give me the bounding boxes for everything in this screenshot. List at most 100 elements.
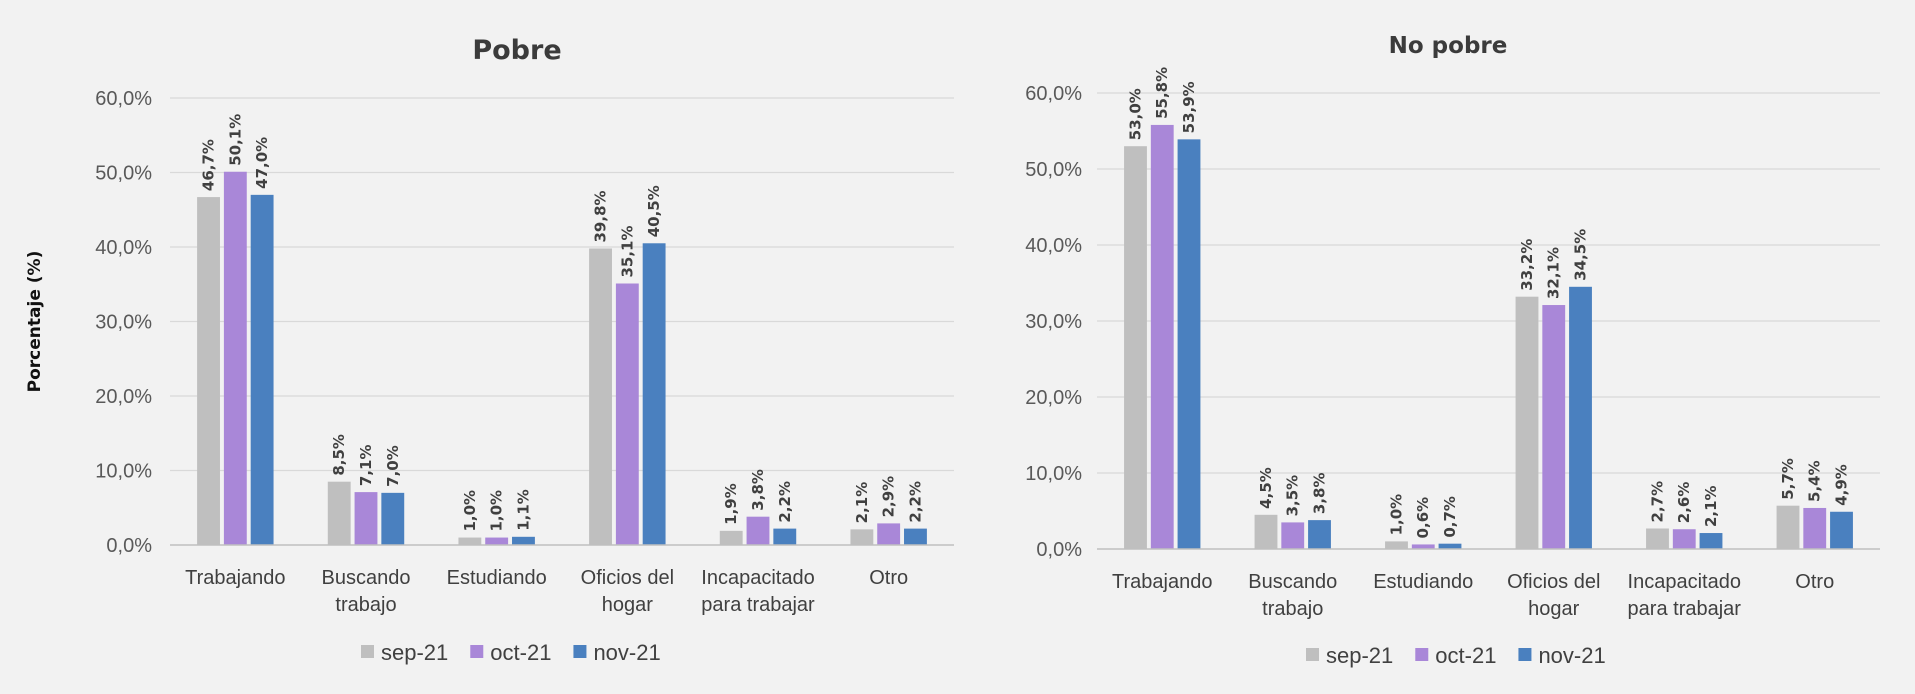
bar	[1646, 528, 1669, 549]
y-axis-label: Porcentaje (%)	[25, 251, 45, 393]
bar	[1385, 541, 1408, 549]
bar	[381, 492, 405, 545]
data-label: 53,9%	[1180, 81, 1198, 133]
data-label: 1,0%	[1387, 494, 1405, 536]
legend: sep-21 oct-21 nov-21	[1306, 643, 1606, 668]
bar	[904, 528, 927, 545]
bar	[1803, 507, 1827, 549]
data-label: 33,2%	[1518, 239, 1536, 291]
data-label: 3,5%	[1284, 475, 1302, 517]
data-label: 0,6%	[1414, 497, 1432, 539]
bar	[589, 248, 612, 546]
y-tick-label: 60,0%	[95, 88, 152, 110]
bar	[1411, 544, 1435, 549]
data-label: 2,1%	[853, 482, 871, 524]
x-tick-label: Buscando	[1248, 571, 1337, 593]
y-tick-label: 30,0%	[95, 312, 152, 334]
legend-entry: sep-21	[381, 640, 448, 665]
data-label: 0,7%	[1441, 496, 1459, 538]
x-tick-label: Incapacitado	[1628, 571, 1741, 593]
x-tick-label: Otro	[1795, 571, 1834, 593]
data-label: 47,0%	[253, 137, 271, 189]
data-label: 8,5%	[330, 434, 348, 476]
data-label: 2,7%	[1648, 481, 1666, 523]
data-label: 4,5%	[1257, 467, 1275, 509]
data-label: 3,8%	[749, 469, 767, 511]
y-tick-label: 0,0%	[106, 535, 152, 557]
bar	[1308, 520, 1331, 549]
bar	[197, 197, 220, 545]
bar	[1150, 124, 1174, 550]
bar	[1776, 505, 1800, 549]
x-tick-label: trabajo	[1262, 598, 1323, 620]
legend-swatch	[1306, 648, 1319, 661]
bar	[773, 528, 797, 545]
legend: sep-21 oct-21 nov-21	[361, 640, 661, 665]
data-label: 5,4%	[1806, 460, 1824, 502]
x-tick-label: Buscando	[322, 567, 411, 589]
data-label: 34,5%	[1572, 229, 1590, 281]
x-tick-label: Estudiando	[1373, 571, 1473, 593]
bar	[250, 194, 274, 545]
legend-entry: nov-21	[1538, 643, 1605, 668]
x-tick-label: para trabajar	[701, 594, 815, 616]
legend-swatch	[470, 645, 484, 658]
data-label: 1,1%	[514, 489, 532, 531]
data-label: 3,8%	[1311, 473, 1329, 515]
bar	[1281, 522, 1305, 549]
bar	[1569, 286, 1592, 549]
x-tick-label: Otro	[869, 567, 908, 589]
legend-entry: sep-21	[1326, 643, 1393, 668]
legend-swatch	[1415, 648, 1429, 661]
data-label: 2,1%	[1702, 485, 1720, 527]
bar	[719, 530, 743, 545]
y-tick-label: 10,0%	[95, 461, 152, 483]
bar	[223, 171, 247, 545]
data-label: 2,2%	[906, 481, 924, 523]
bar	[1177, 139, 1201, 550]
legend-swatch	[573, 645, 587, 658]
y-tick-label: 10,0%	[1025, 463, 1082, 485]
x-tick-label: hogar	[602, 594, 653, 616]
data-label: 2,9%	[880, 476, 898, 518]
bar	[485, 537, 509, 545]
x-tick-label: Incapacitado	[701, 567, 814, 589]
chart-no-pobre: No pobre 0,0% 10,0% 20,0% 30,0% 40,0% 50,0% 60,…	[1025, 33, 1880, 668]
y-tick-label: 40,0%	[1025, 235, 1082, 257]
x-tick-label: para trabajar	[1628, 598, 1742, 620]
bar	[1830, 511, 1853, 549]
bar	[1699, 533, 1723, 549]
y-tick-label: 20,0%	[1025, 387, 1082, 409]
data-label: 7,0%	[384, 445, 402, 487]
data-label: 2,6%	[1675, 482, 1693, 524]
bar	[354, 492, 378, 545]
y-tick-label: 50,0%	[95, 163, 152, 185]
bar	[877, 523, 901, 545]
chart-pobre: Pobre Porcentaje (%) 0,0% 10,0% 20,0% 30,0% 40…	[25, 35, 954, 665]
y-tick-label: 20,0%	[95, 386, 152, 408]
bar	[642, 243, 666, 545]
y-tick-label: 40,0%	[95, 237, 152, 259]
bar	[615, 283, 639, 545]
data-label: 55,8%	[1153, 67, 1171, 119]
data-label: 53,0%	[1126, 88, 1144, 140]
legend-entry: nov-21	[593, 640, 660, 665]
bar	[1672, 529, 1696, 549]
legend-entry: oct-21	[1435, 643, 1496, 668]
chart-title: Pobre	[472, 35, 561, 66]
x-tick-label: Trabajando	[1112, 571, 1212, 593]
chart-title: No pobre	[1389, 33, 1508, 59]
bar	[1542, 305, 1566, 549]
data-label: 1,0%	[488, 490, 506, 532]
x-tick-label: Oficios del	[581, 567, 674, 589]
bar	[1124, 146, 1147, 549]
x-tick-label: Estudiando	[447, 567, 547, 589]
bar	[512, 536, 535, 545]
y-tick-label: 50,0%	[1025, 159, 1082, 181]
bar	[746, 516, 770, 545]
data-label: 35,1%	[618, 225, 636, 277]
data-label: 4,9%	[1833, 464, 1851, 506]
x-tick-label: trabajo	[335, 594, 396, 616]
legend-swatch	[1518, 648, 1532, 661]
